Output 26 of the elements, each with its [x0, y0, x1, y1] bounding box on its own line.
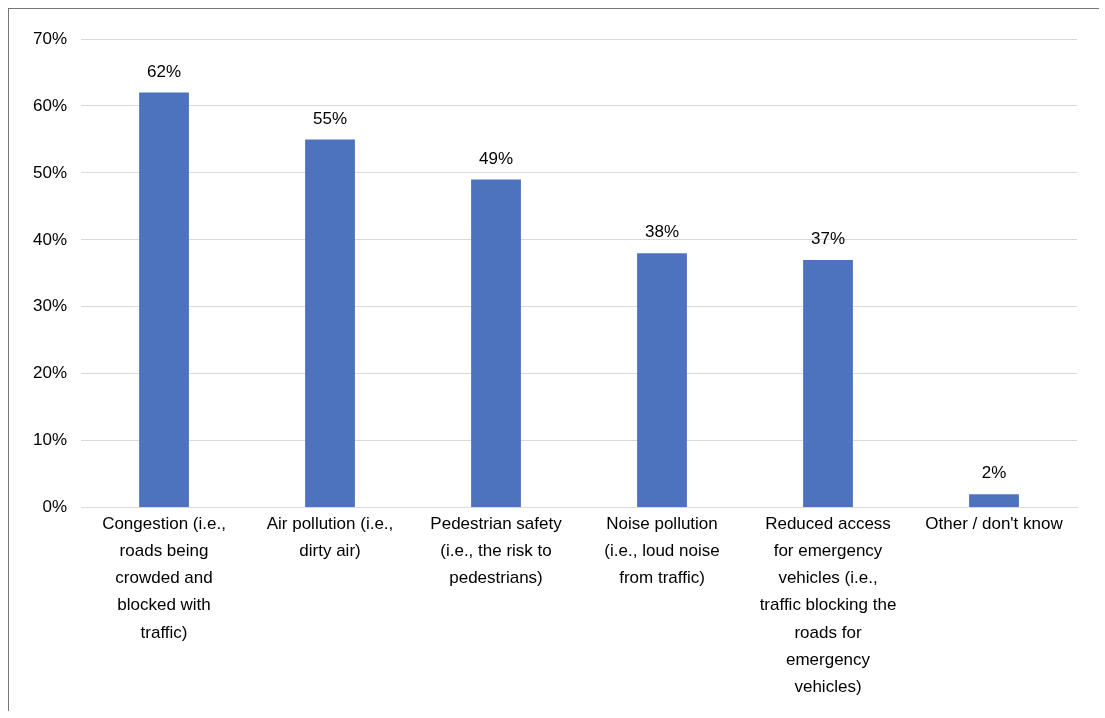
x-tick-label: Reduced access for emergency vehicles (i.e., traffic blocking the roads for emergency vehicles) [759, 513, 897, 697]
data-label: 37% [810, 229, 846, 249]
data-label: 38% [644, 222, 680, 242]
bar [637, 253, 687, 508]
y-tick-label: 20% [32, 363, 68, 383]
y-tick-label: 30% [32, 296, 68, 316]
bar [305, 139, 355, 508]
y-tick-label: 70% [32, 28, 68, 48]
x-tick-label: Noise pollution (i.e., loud noise from traffic) [604, 513, 720, 588]
y-tick-label: 60% [32, 95, 68, 115]
data-label: 2% [981, 463, 1007, 483]
data-label: 49% [479, 148, 514, 168]
x-tick-label: Congestion (i.e., roads being crowded and blocked with traffic) [102, 513, 226, 642]
data-label: 62% [147, 61, 182, 81]
x-tick-label: Other / don't know [925, 513, 1064, 533]
x-tick-label: Pedestrian safety (i.e., the risk to pedestrians) [430, 513, 563, 588]
bar [471, 179, 521, 508]
y-tick-label: 10% [32, 430, 68, 450]
y-tick-label: 50% [32, 162, 68, 182]
bar [139, 92, 189, 508]
data-label: 55% [313, 108, 348, 128]
bar [969, 494, 1019, 508]
bar [803, 259, 853, 508]
x-tick-label: Air pollution (i.e., dirty air) [266, 513, 394, 561]
y-tick-label: 0% [42, 497, 68, 517]
y-tick-label: 40% [32, 229, 68, 249]
